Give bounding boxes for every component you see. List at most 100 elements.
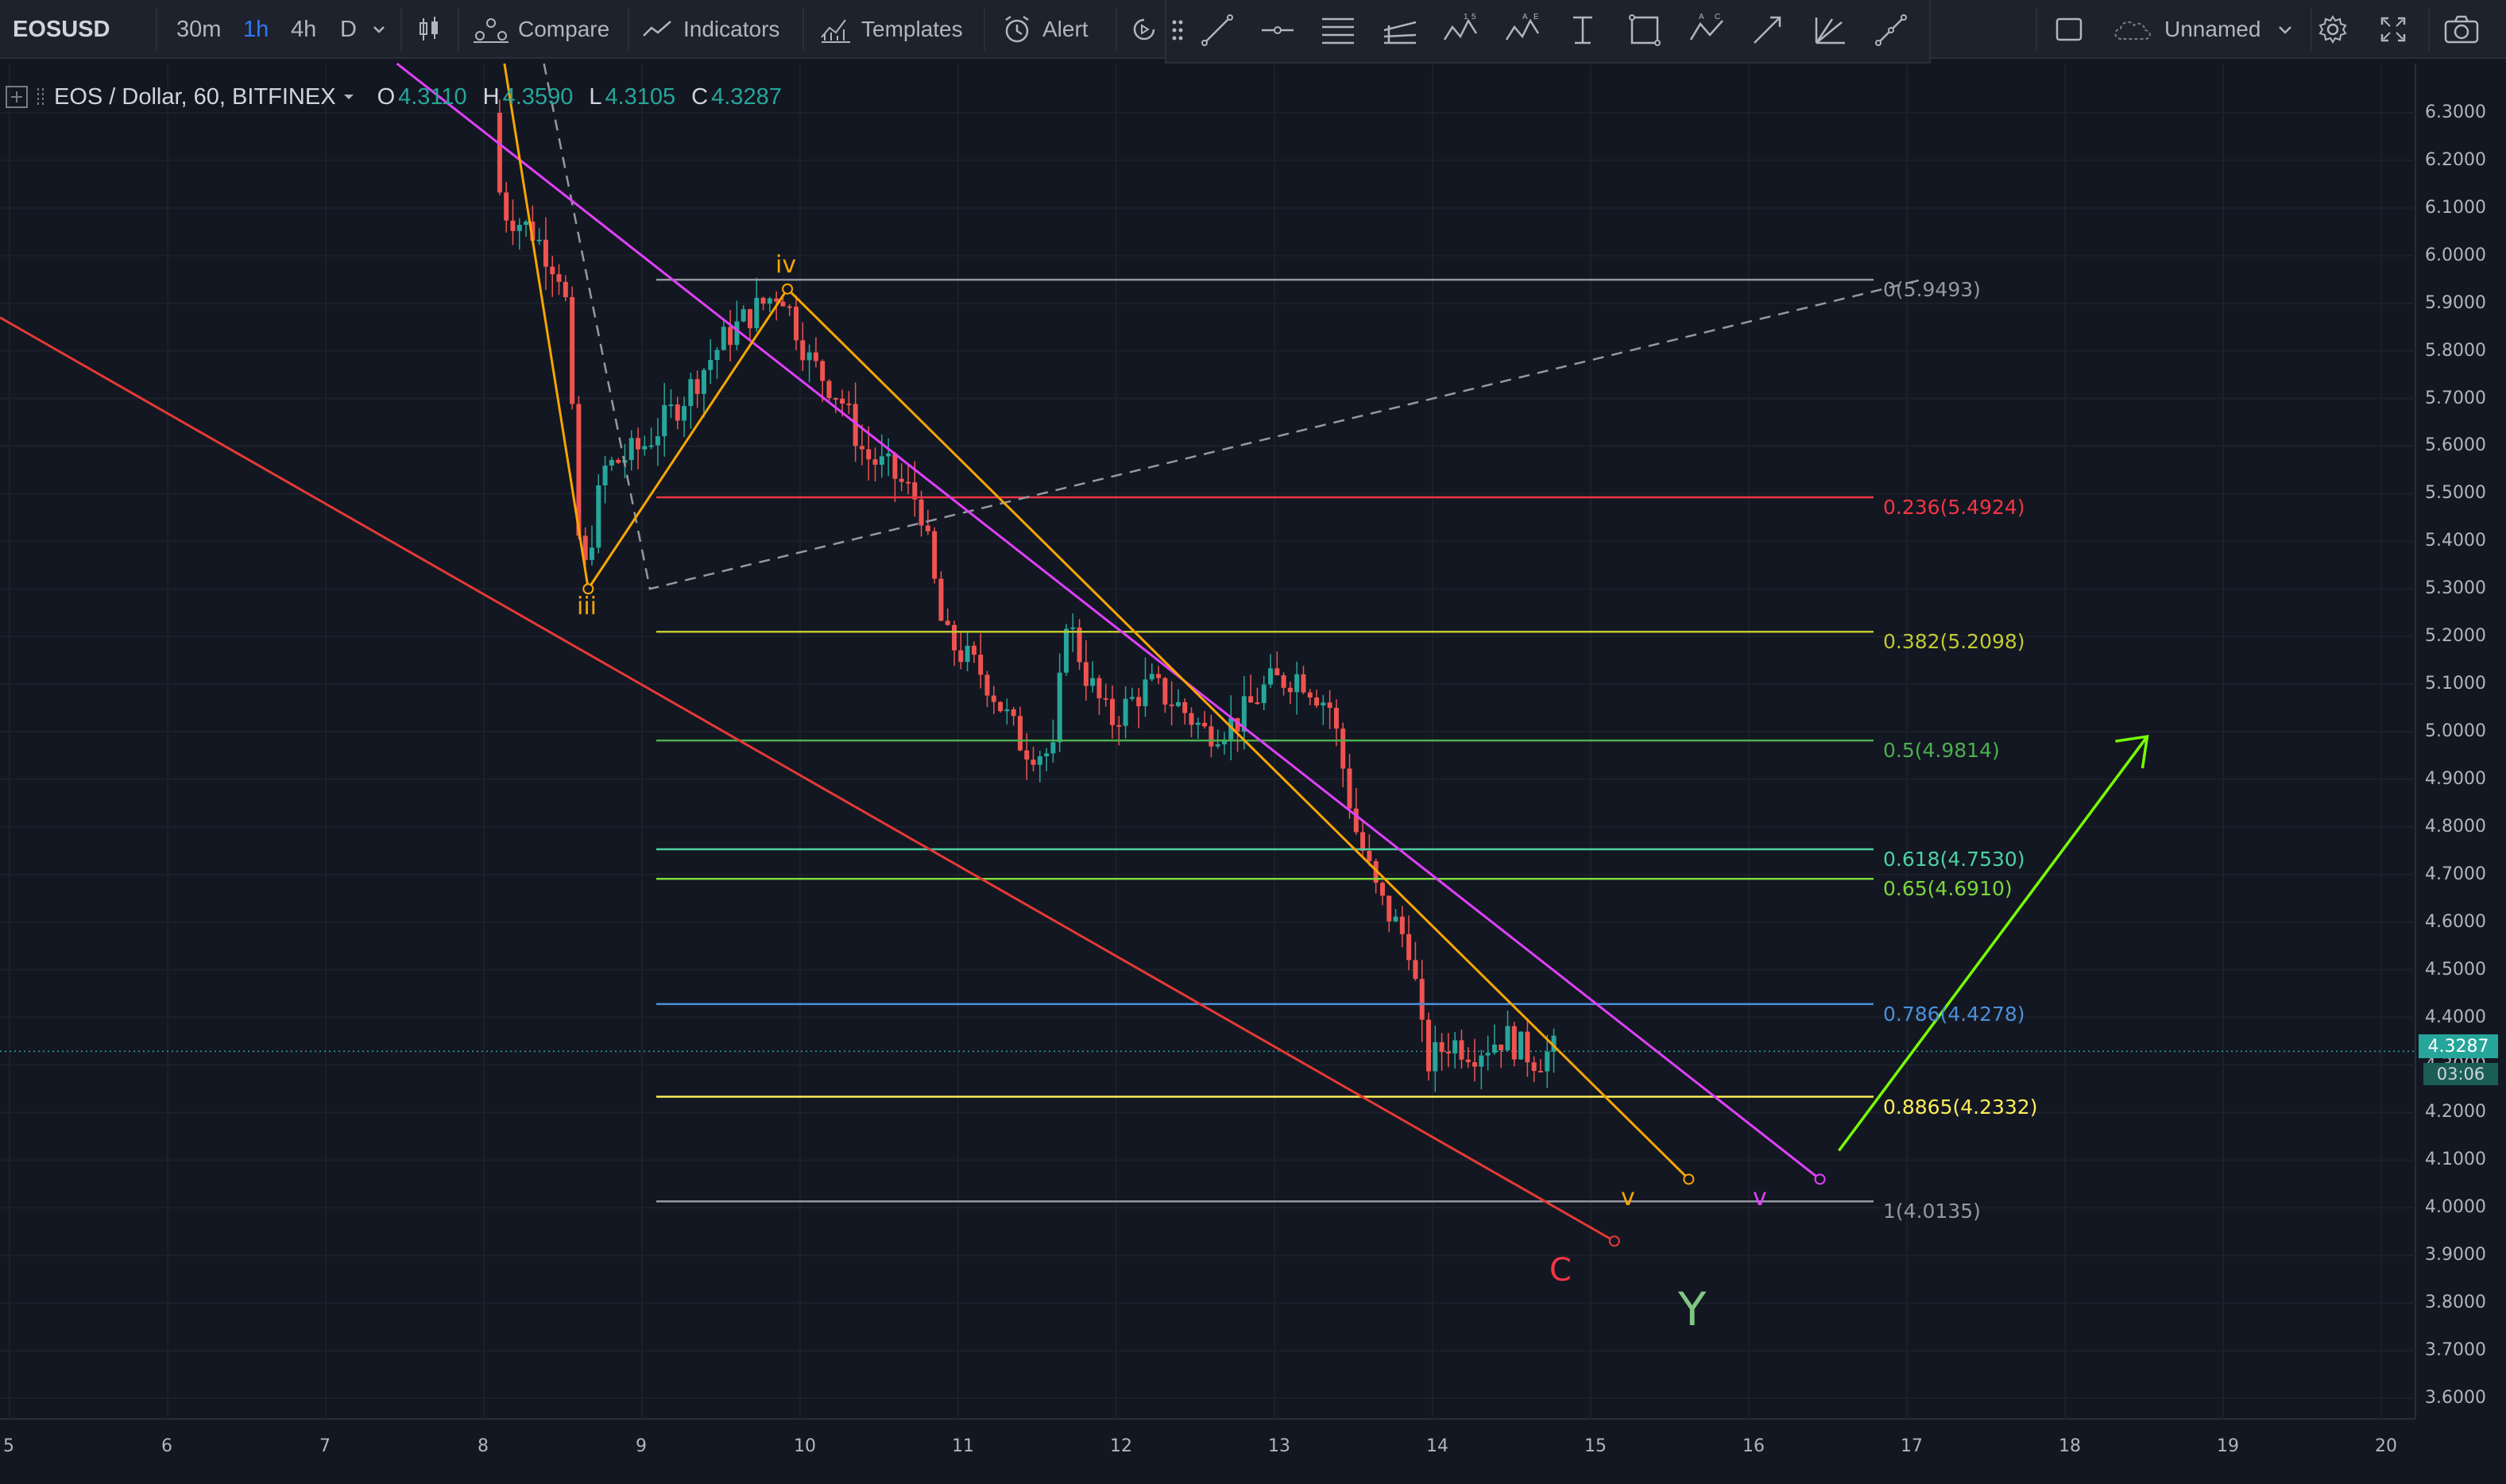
time-tick-label: 7 <box>319 1436 331 1456</box>
text-tool-icon[interactable] <box>1564 11 1602 49</box>
timeframe-d-button[interactable]: D <box>340 16 357 42</box>
candle-body <box>1235 717 1240 732</box>
orange-wave-path[interactable] <box>503 63 1690 1181</box>
arrow-tool-icon[interactable] <box>1748 11 1786 49</box>
candle-body <box>648 445 654 447</box>
candle-body <box>1499 1044 1504 1051</box>
fib-fan-icon[interactable] <box>1810 11 1848 49</box>
candle-body <box>556 274 562 282</box>
caret-down-icon[interactable] <box>341 89 357 105</box>
candle-body <box>952 624 957 651</box>
price-tick-label: 4.0000 <box>2425 1197 2486 1218</box>
legend-collapse-icon[interactable] <box>3 83 30 110</box>
fib-level-label: 0.786(4.4278) <box>1883 1002 2025 1026</box>
candle-body <box>1037 756 1042 765</box>
fullscreen-window-button[interactable] <box>2053 0 2085 59</box>
open-label: O <box>377 83 396 110</box>
candle-body <box>1149 674 1154 680</box>
toolbar-divider <box>2311 8 2312 51</box>
candle-body <box>1294 674 1300 693</box>
candle-body <box>965 645 970 663</box>
green-projection-arrow[interactable] <box>1838 735 2148 1152</box>
compare-button[interactable]: Compare <box>472 0 609 59</box>
fib-level-label: 1(4.0135) <box>1883 1200 1981 1223</box>
square-icon <box>2055 17 2083 41</box>
dashed-trend-line[interactable] <box>543 63 1924 590</box>
time-tick-label: 14 <box>1426 1436 1448 1456</box>
measure-tool-icon[interactable] <box>1872 11 1910 49</box>
candle-body <box>879 456 884 465</box>
candle-body <box>1373 861 1379 883</box>
candle-body <box>504 192 509 221</box>
layout-name-button[interactable]: Unnamed <box>2110 0 2297 59</box>
candle-body <box>859 446 864 450</box>
indicators-label: Indicators <box>683 17 780 41</box>
timeframe-30m-button[interactable]: 30m <box>176 16 222 42</box>
toolbar-divider <box>984 8 985 51</box>
symbol-title[interactable]: EOS / Dollar, 60, BITFINEX <box>54 83 336 110</box>
pitchfork-icon[interactable] <box>1381 11 1419 49</box>
rectangle-icon[interactable] <box>1626 11 1664 49</box>
candle-body <box>958 650 964 663</box>
candle-body <box>905 481 911 484</box>
wave-point-iv[interactable] <box>782 283 794 295</box>
parallel-channel-icon[interactable] <box>1319 11 1357 49</box>
time-tick-label: 6 <box>161 1436 172 1456</box>
candle-body <box>530 221 536 241</box>
candle-body <box>1545 1051 1550 1072</box>
candle-body <box>1070 627 1076 629</box>
chart-grid <box>0 64 2416 1420</box>
alert-button[interactable]: Alert <box>1000 0 1089 59</box>
candle-body <box>806 352 812 361</box>
drag-handle-icon[interactable] <box>1171 17 1184 44</box>
candle-body <box>1110 698 1116 725</box>
high-value: 4.3590 <box>502 83 574 110</box>
candle-body <box>1255 702 1260 705</box>
settings-button[interactable] <box>2315 0 2350 59</box>
candle-body <box>1525 1031 1530 1063</box>
candle-body <box>1090 678 1096 686</box>
red-trend-line[interactable] <box>0 316 1615 1242</box>
candle-body <box>912 482 918 500</box>
timeframe-1h-button[interactable]: 1h <box>243 16 269 42</box>
candle-body <box>728 327 733 346</box>
magenta-trend-line[interactable] <box>396 62 1821 1181</box>
chevron-down-icon <box>2279 26 2292 34</box>
symbol-search-button[interactable]: EOSUSD <box>13 16 110 42</box>
wave-point-iii[interactable] <box>582 583 594 595</box>
timeframe-4h-button[interactable]: 4h <box>291 16 317 42</box>
red-trend-endpoint[interactable] <box>1608 1235 1620 1247</box>
horizontal-ray-icon[interactable] <box>1259 11 1297 49</box>
chart-type-candles-icon[interactable] <box>413 0 445 59</box>
svg-text:1: 1 <box>1464 13 1468 21</box>
low-value: 4.3105 <box>605 83 676 110</box>
wave-point-v[interactable] <box>1683 1173 1695 1185</box>
candle-body <box>886 453 891 457</box>
candle-body <box>1096 678 1102 698</box>
indicators-icon <box>643 21 671 37</box>
candle-body <box>628 438 634 461</box>
candle-body <box>1116 725 1122 727</box>
candle-body <box>675 404 680 421</box>
price-tick-label: 4.5000 <box>2425 959 2486 980</box>
templates-button[interactable]: Templates <box>818 0 963 59</box>
trend-line-icon[interactable] <box>1198 11 1236 49</box>
indicators-button[interactable]: Indicators <box>640 0 779 59</box>
candle-body <box>991 695 996 702</box>
fullscreen-button[interactable] <box>2377 0 2409 59</box>
candle-body <box>1228 717 1234 740</box>
candle-body <box>747 309 752 329</box>
candle-body <box>1024 750 1030 760</box>
fib-level-label: 0.236(5.4924) <box>1883 495 2025 519</box>
compare-label: Compare <box>518 17 610 41</box>
replay-button[interactable] <box>1127 0 1162 59</box>
timeframe-dropdown-chevron-icon[interactable] <box>370 0 388 59</box>
candle-body <box>774 298 779 302</box>
candle-body <box>767 298 772 304</box>
magenta-trend-endpoint[interactable] <box>1814 1173 1826 1185</box>
screenshot-button[interactable] <box>2442 0 2481 59</box>
